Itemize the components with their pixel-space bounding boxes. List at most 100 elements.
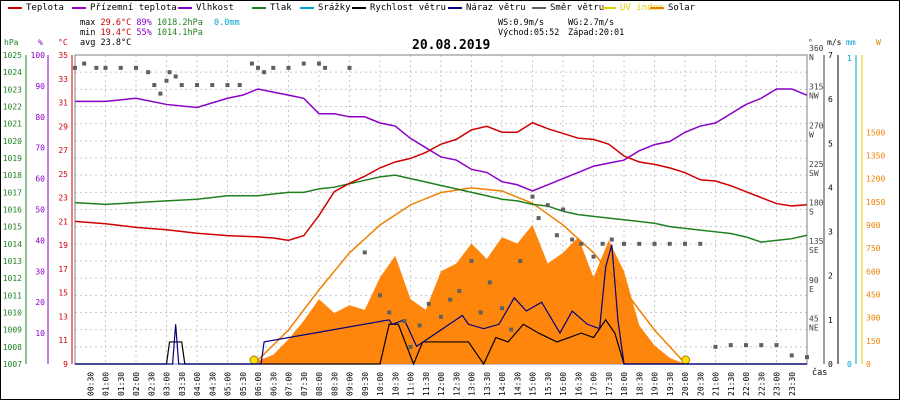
- sunset-marker: [681, 355, 691, 365]
- unit-ms: m/s: [827, 38, 842, 47]
- time-tick: 08:30: [330, 372, 339, 396]
- time-tick: 05:00: [224, 372, 233, 396]
- wind-direction-point: [362, 250, 367, 255]
- legend-item: Teplota: [8, 3, 64, 13]
- wind-direction-point: [561, 207, 565, 212]
- unit-hpa: hPa: [4, 38, 19, 47]
- wind-direction-point: [301, 61, 306, 66]
- time-tick: 17:00: [590, 372, 599, 396]
- wind-speed-line: [75, 318, 807, 366]
- avg-temp: 23.8°C: [100, 38, 132, 48]
- time-tick: 15:30: [544, 372, 553, 396]
- direction-tick: 180: [809, 199, 824, 208]
- legend-label: Náraz větru: [466, 3, 526, 13]
- humidity-tick: 30: [35, 267, 45, 276]
- wind-direction-point: [94, 65, 99, 70]
- wind-tick: 3: [828, 228, 833, 237]
- legend-item: Tlak: [252, 3, 292, 13]
- time-tick: 02:00: [132, 372, 141, 396]
- legend-swatch: [532, 6, 546, 9]
- pressure-tick: 1013: [3, 257, 22, 266]
- direction-tick: 90: [809, 276, 819, 285]
- legend-label: Přízemní teplota: [90, 3, 177, 13]
- time-tick: 02:30: [147, 372, 156, 396]
- wind-tick: 4: [828, 183, 833, 192]
- wind-tick: 7: [828, 51, 833, 60]
- wind-tick: 1: [828, 316, 833, 325]
- time-tick: 13:30: [483, 372, 492, 396]
- wind-direction-point: [518, 259, 523, 263]
- pressure-tick: 1009: [3, 326, 22, 335]
- wind-direction-point: [500, 306, 504, 311]
- direction-tick: 225: [809, 160, 824, 169]
- pressure-tick: 1014: [3, 240, 22, 249]
- direction-tick: 360: [809, 44, 824, 53]
- wind-gust-line: [75, 244, 807, 365]
- time-tick: 11:00: [407, 372, 416, 396]
- pressure-tick: 1024: [3, 68, 22, 77]
- wind-tick: 0: [828, 360, 833, 369]
- solar-tick: 450: [866, 290, 881, 299]
- time-tick: 11:30: [422, 372, 431, 396]
- time-tick: 07:00: [285, 372, 294, 396]
- time-tick: 20:00: [681, 372, 690, 396]
- wind-direction-point: [426, 301, 431, 306]
- wind-direction-point: [378, 293, 382, 298]
- legend-item: Náraz větru: [448, 3, 526, 13]
- wind-direction-point: [448, 297, 453, 302]
- pressure-line: [74, 174, 808, 243]
- time-tick: 18:00: [620, 372, 629, 396]
- temperature-tick: 11: [58, 336, 68, 345]
- wind-direction-point: [210, 83, 215, 88]
- wind-direction-point: [195, 83, 199, 88]
- min-press: 1014.1hPa: [156, 28, 203, 38]
- wind-direction-point: [536, 216, 541, 221]
- wind-direction-point: [158, 91, 163, 96]
- wind-direction-point: [262, 70, 267, 75]
- legend-item: Solar: [650, 3, 695, 13]
- time-tick: 16:00: [559, 372, 568, 396]
- wind-direction-point: [591, 254, 596, 259]
- wind-direction-point: [271, 65, 276, 70]
- unit-deg: °: [808, 38, 813, 47]
- wind-direction-point: [152, 83, 157, 88]
- direction-compass-tick: SW: [809, 169, 819, 178]
- legend-label: Rychlost větru: [370, 3, 446, 13]
- wind-tick: 5: [828, 139, 833, 148]
- wind-tick: 6: [828, 95, 833, 104]
- direction-tick: 315: [809, 83, 824, 92]
- wind-direction-point: [805, 355, 809, 360]
- wind-direction-point: [408, 344, 413, 349]
- time-tick: 10:30: [391, 372, 400, 396]
- wind-direction-point: [179, 83, 184, 88]
- wind-direction-point: [609, 237, 614, 242]
- wind-direction-point: [457, 289, 462, 294]
- legend-swatch: [602, 6, 616, 9]
- wind-direction-point: [249, 61, 254, 66]
- wind-direction-point: [713, 344, 718, 349]
- legend-item: Směr větru: [532, 3, 604, 13]
- wind-direction-point: [173, 74, 178, 79]
- sunset-stat: Západ:20:01: [568, 28, 625, 38]
- wind-direction-point: [387, 310, 392, 315]
- pressure-tick: 1008: [3, 343, 22, 352]
- legend-item: Přízemní teplota: [72, 3, 177, 13]
- wind-direction-point: [237, 83, 242, 88]
- time-tick: 00:30: [86, 372, 95, 396]
- wind-tick: 2: [828, 272, 833, 281]
- time-tick: 23:00: [773, 372, 782, 396]
- legend-swatch: [448, 6, 462, 9]
- pressure-tick: 1019: [3, 154, 22, 163]
- unit-pct: %: [38, 38, 43, 47]
- humidity-line: [75, 88, 808, 192]
- legend-item: UV index: [602, 3, 663, 13]
- time-tick: 10:00: [376, 372, 385, 396]
- wind-direction-point: [744, 343, 748, 348]
- wind-direction-point: [530, 194, 535, 199]
- sunrise-stat: Východ:05:52: [498, 28, 560, 38]
- direction-tick: 135: [809, 237, 824, 246]
- time-tick: 14:00: [498, 372, 507, 396]
- wind-direction-point: [317, 61, 321, 66]
- pressure-tick: 1011: [3, 291, 22, 300]
- solar-tick: 1200: [866, 175, 885, 184]
